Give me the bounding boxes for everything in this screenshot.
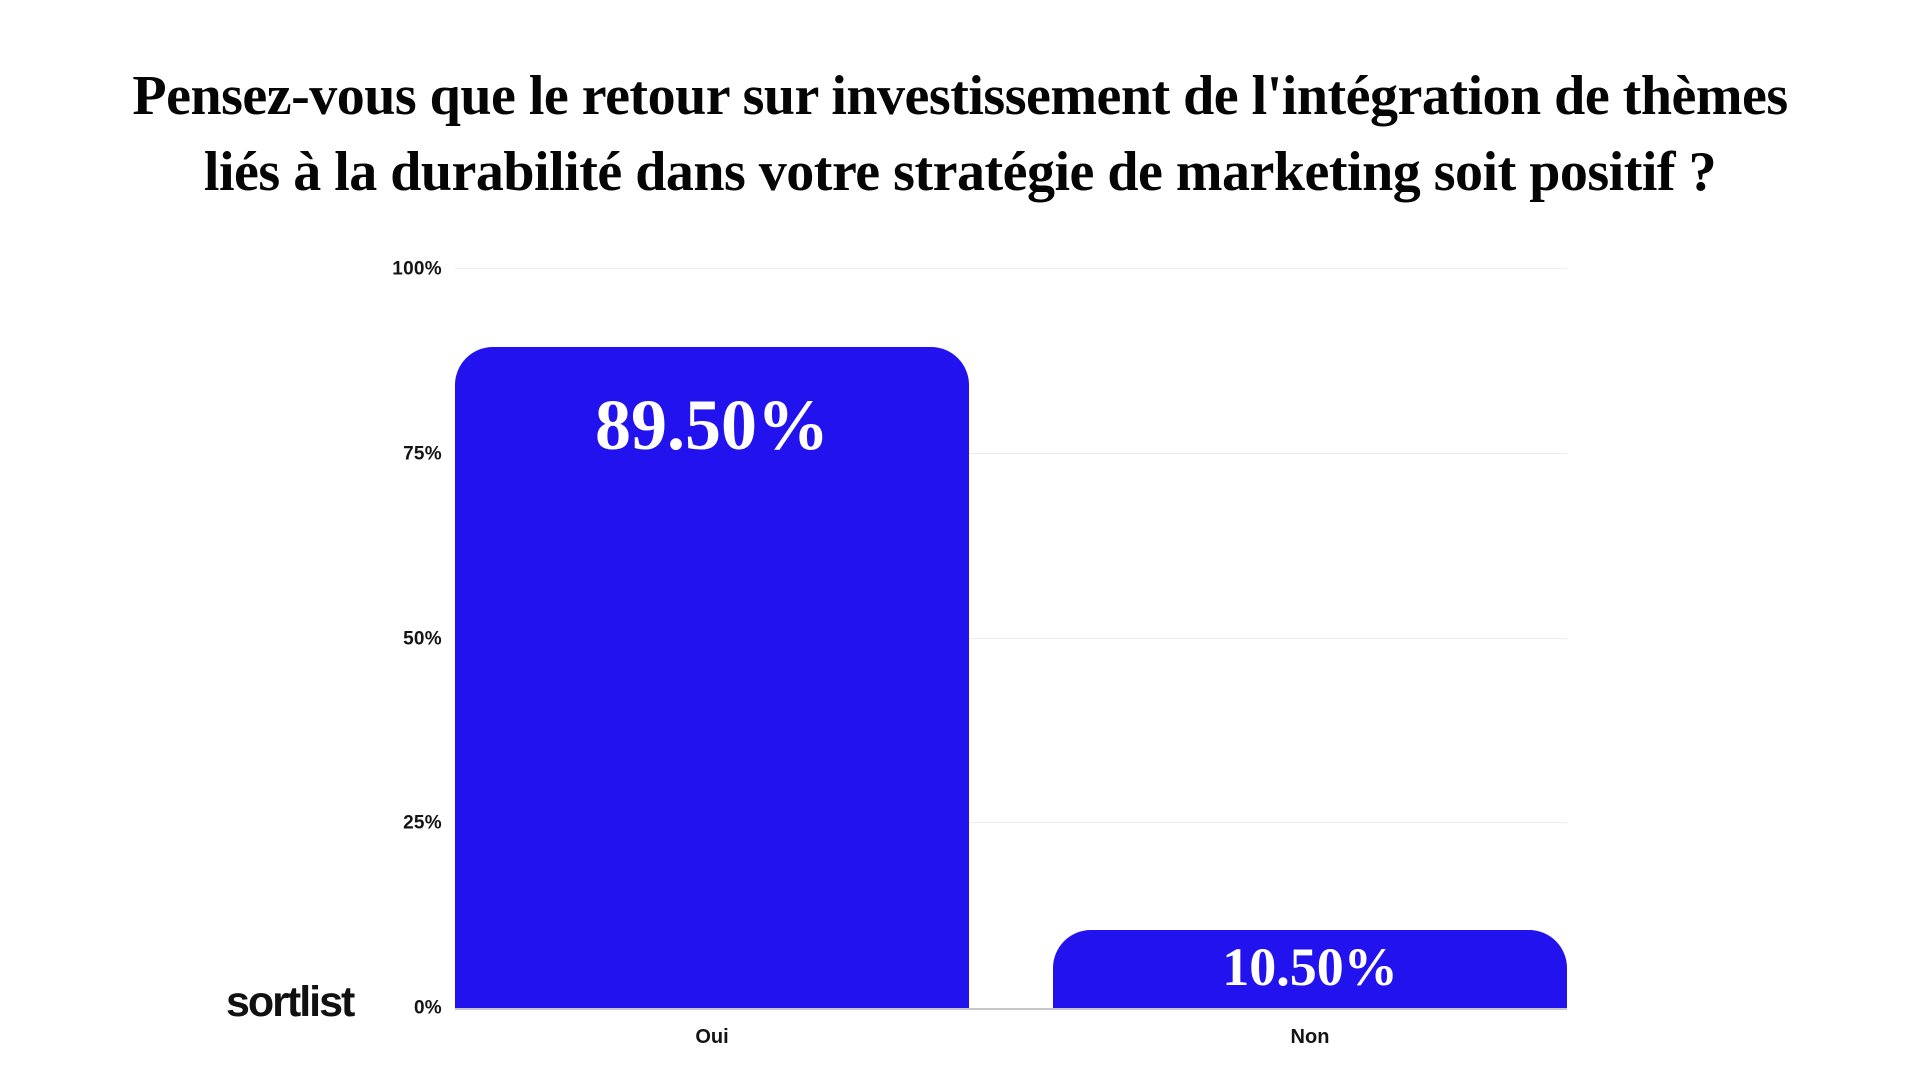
x-axis: Oui Non	[455, 1026, 1567, 1049]
bars-layer: 89.50% 10.50%	[455, 269, 1567, 1008]
y-tick-label-0%: 0%	[413, 997, 442, 1019]
x-axis-label-non: Non	[1290, 1026, 1330, 1048]
gridline-100%	[455, 268, 1567, 269]
bar-oui: 89.50%	[455, 346, 969, 1008]
y-tick-label-50%: 50%	[403, 628, 442, 649]
sortlist-logo: sortlist	[226, 978, 355, 1026]
chart-title-line-1: Pensez-vous que le retour sur investisse…	[132, 65, 1788, 127]
chart-title: Pensez-vous que le retour sur investisse…	[0, 58, 1920, 210]
bar-value-label-non: 10.50%	[1222, 937, 1398, 998]
bar-non: 10.50%	[1053, 930, 1567, 1008]
chart-title-line-2: liés à la durabilité dans votre stratégi…	[203, 141, 1717, 203]
x-axis-label-oui: Oui	[695, 1026, 729, 1048]
bar-value-label-oui: 89.50%	[595, 384, 829, 465]
y-axis: 0% 25% 50% 75% 100%	[0, 260, 442, 1018]
y-tick-label-25%: 25%	[403, 812, 442, 834]
gridline-25%	[455, 822, 1567, 824]
y-tick-label-100%: 100%	[392, 258, 442, 280]
gridline-75%	[455, 452, 1567, 454]
plot-area: 89.50% 10.50%	[455, 268, 1567, 1010]
gridline-50%	[455, 637, 1567, 639]
y-tick-label-75%: 75%	[403, 443, 442, 465]
gridline-0%	[455, 1008, 1567, 1010]
